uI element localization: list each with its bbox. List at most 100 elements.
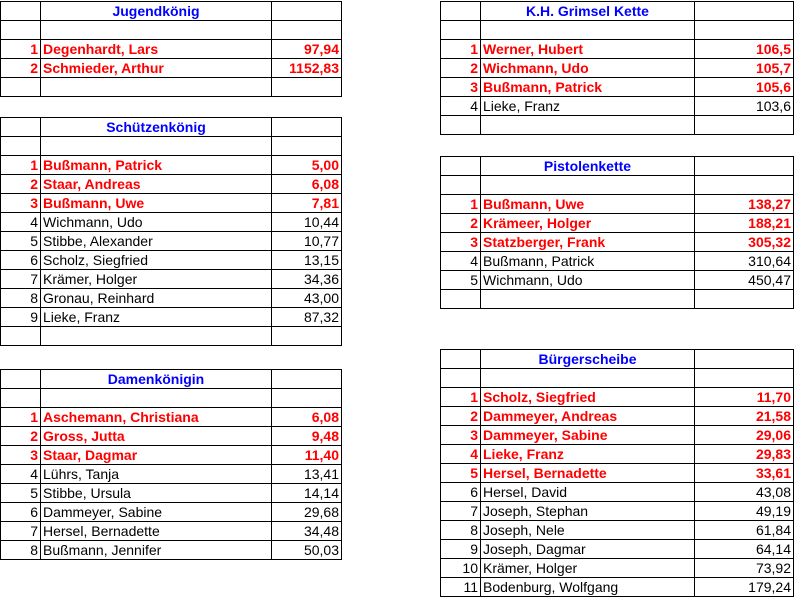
table-row: 8 Bußmann, Jennifer 50,03 [0, 540, 342, 560]
table-row: 2 Wichmann, Udo 105,7 [440, 58, 794, 78]
empty-cell [0, 369, 41, 389]
name-cell: Schmieder, Arthur [40, 58, 272, 78]
table-row: 2 Dammeyer, Andreas 21,58 [440, 406, 794, 426]
table-damenkoenigin: Damenkönigin 1 Aschemann, Christiana 6,08 2 G… [0, 369, 342, 560]
table-row: 1 Werner, Hubert 106,5 [440, 39, 794, 59]
rank-cell: 2 [440, 58, 481, 78]
value-cell: 10,77 [271, 231, 342, 251]
name-cell: Scholz, Siegfried [40, 250, 272, 270]
name-cell: Wichmann, Udo [40, 212, 272, 232]
empty-cell [0, 326, 41, 346]
rank-cell: 9 [0, 307, 41, 327]
name-cell: Gross, Jutta [40, 426, 272, 446]
spacer-row [0, 20, 342, 40]
value-cell: 14,14 [271, 483, 342, 503]
rank-cell: 7 [440, 501, 481, 521]
table-row: 3 Staar, Dagmar 11,40 [0, 445, 342, 465]
table-row: 4 Wichmann, Udo 10,44 [0, 212, 342, 232]
table-row: 2 Krämeer, Holger 188,21 [440, 213, 794, 233]
name-cell: Statzberger, Frank [480, 232, 695, 252]
table-row: 7 Hersel, Bernadette 34,48 [0, 521, 342, 541]
empty-cell [0, 388, 41, 408]
table-row: 4 Lührs, Tanja 13,41 [0, 464, 342, 484]
empty-cell [440, 175, 481, 195]
table-header-row: Bürgerscheibe [440, 349, 794, 369]
rank-cell: 3 [440, 425, 481, 445]
name-cell: Bußmann, Patrick [480, 77, 695, 97]
empty-cell [440, 349, 481, 369]
name-cell: Bußmann, Uwe [480, 194, 695, 214]
spacer-row [0, 326, 342, 346]
rank-cell: 6 [0, 502, 41, 522]
table-row: 3 Bußmann, Patrick 105,6 [440, 77, 794, 97]
name-cell: Stibbe, Ursula [40, 483, 272, 503]
table-title: Jugendkönig [40, 1, 272, 21]
rank-cell: 2 [440, 213, 481, 233]
table-buergerscheibe: Bürgerscheibe 1 Scholz, Siegfried 11,70 2 Dam… [440, 349, 794, 597]
rank-cell: 2 [0, 426, 41, 446]
name-cell: Scholz, Siegfried [480, 387, 695, 407]
value-cell: 73,92 [694, 558, 794, 578]
table-row: 1 Scholz, Siegfried 11,70 [440, 387, 794, 407]
rank-cell: 5 [0, 483, 41, 503]
name-cell: Dammeyer, Andreas [480, 406, 695, 426]
table-row: 2 Gross, Jutta 9,48 [0, 426, 342, 446]
spacer-row [0, 77, 342, 97]
name-cell: Gronau, Reinhard [40, 288, 272, 308]
value-cell: 9,48 [271, 426, 342, 446]
rank-cell: 8 [0, 540, 41, 560]
empty-cell [271, 326, 342, 346]
table-header-row: K.H. Grimsel Kette [440, 1, 794, 21]
name-cell: Hersel, Bernadette [40, 521, 272, 541]
value-cell: 49,19 [694, 501, 794, 521]
empty-cell [440, 20, 481, 40]
spacer-row [440, 20, 794, 40]
value-cell: 87,32 [271, 307, 342, 327]
rank-cell: 9 [440, 539, 481, 559]
value-cell: 43,00 [271, 288, 342, 308]
rank-cell: 6 [0, 250, 41, 270]
table-row: 2 Schmieder, Arthur 1152,83 [0, 58, 342, 78]
spacer-row [440, 115, 794, 135]
value-cell: 13,41 [271, 464, 342, 484]
name-cell: Staar, Andreas [40, 174, 272, 194]
value-cell: 188,21 [694, 213, 794, 233]
table-row: 10 Krämer, Holger 73,92 [440, 558, 794, 578]
table-row: 5 Stibbe, Alexander 10,77 [0, 231, 342, 251]
empty-cell [480, 115, 695, 135]
name-cell: Bußmann, Patrick [40, 155, 272, 175]
value-cell: 11,40 [271, 445, 342, 465]
rank-cell: 1 [440, 194, 481, 214]
name-cell: Bußmann, Jennifer [40, 540, 272, 560]
value-cell: 34,48 [271, 521, 342, 541]
rank-cell: 4 [440, 444, 481, 464]
rank-cell: 3 [440, 77, 481, 97]
empty-cell [480, 20, 695, 40]
empty-cell [0, 117, 41, 137]
name-cell: Dammeyer, Sabine [480, 425, 695, 445]
empty-cell [271, 388, 342, 408]
rank-cell: 5 [440, 463, 481, 483]
empty-cell [440, 1, 481, 21]
table-row: 1 Bußmann, Uwe 138,27 [440, 194, 794, 214]
table-row: 7 Joseph, Stephan 49,19 [440, 501, 794, 521]
value-cell: 5,00 [271, 155, 342, 175]
table-row: 8 Joseph, Nele 61,84 [440, 520, 794, 540]
value-cell: 50,03 [271, 540, 342, 560]
name-cell: Bußmann, Patrick [480, 251, 695, 271]
table-row: 11 Bodenburg, Wolfgang 179,24 [440, 577, 794, 597]
empty-cell [694, 368, 794, 388]
rank-cell: 4 [440, 96, 481, 116]
table-row: 2 Staar, Andreas 6,08 [0, 174, 342, 194]
table-schuetzenkoenig: Schützenkönig 1 Bußmann, Patrick 5,00 2 Staar… [0, 117, 342, 346]
name-cell: Lieke, Franz [480, 444, 695, 464]
table-title: Pistolenkette [480, 156, 695, 176]
table-row: 4 Lieke, Franz 103,6 [440, 96, 794, 116]
empty-cell [40, 326, 272, 346]
table-row: 6 Hersel, David 43,08 [440, 482, 794, 502]
table-jugendkoenig: Jugendkönig 1 Degenhardt, Lars 97,94 2 Schmie… [0, 1, 342, 97]
empty-cell [440, 368, 481, 388]
empty-cell [0, 20, 41, 40]
table-row: 8 Gronau, Reinhard 43,00 [0, 288, 342, 308]
value-cell: 21,58 [694, 406, 794, 426]
